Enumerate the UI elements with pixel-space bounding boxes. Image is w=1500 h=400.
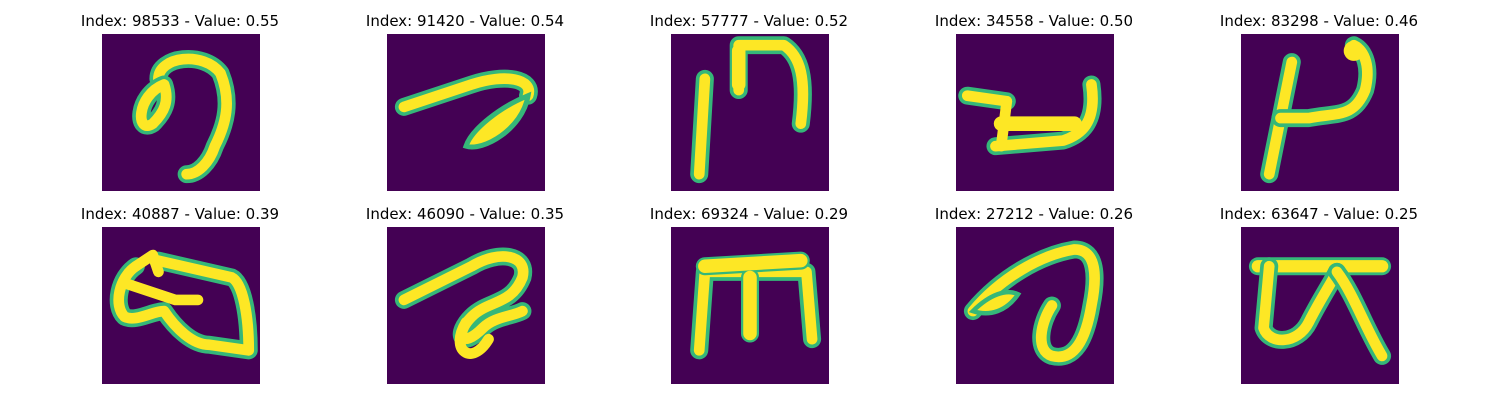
digit-image-6 xyxy=(102,227,260,384)
digit-image-10 xyxy=(1241,227,1399,384)
panel-title: Index: 69324 - Value: 0.29 xyxy=(649,205,849,223)
panel-title: Index: 98533 - Value: 0.55 xyxy=(80,12,280,30)
digit-image-3 xyxy=(671,34,829,191)
panel-title: Index: 63647 - Value: 0.25 xyxy=(1219,205,1419,223)
panel-title: Index: 40887 - Value: 0.39 xyxy=(80,205,280,223)
digit-image-8 xyxy=(671,227,829,384)
panel-title: Index: 83298 - Value: 0.46 xyxy=(1219,12,1419,30)
digit-image-9 xyxy=(956,227,1114,384)
panel-title: Index: 46090 - Value: 0.35 xyxy=(365,205,565,223)
panel-title: Index: 91420 - Value: 0.54 xyxy=(365,12,565,30)
digit-image-5 xyxy=(1241,34,1399,191)
digit-image-1 xyxy=(102,34,260,191)
panel-title: Index: 27212 - Value: 0.26 xyxy=(934,205,1134,223)
panel-title: Index: 57777 - Value: 0.52 xyxy=(649,12,849,30)
digit-image-2 xyxy=(387,34,545,191)
digit-image-7 xyxy=(387,227,545,384)
panel-title: Index: 34558 - Value: 0.50 xyxy=(934,12,1134,30)
digit-image-4 xyxy=(956,34,1114,191)
